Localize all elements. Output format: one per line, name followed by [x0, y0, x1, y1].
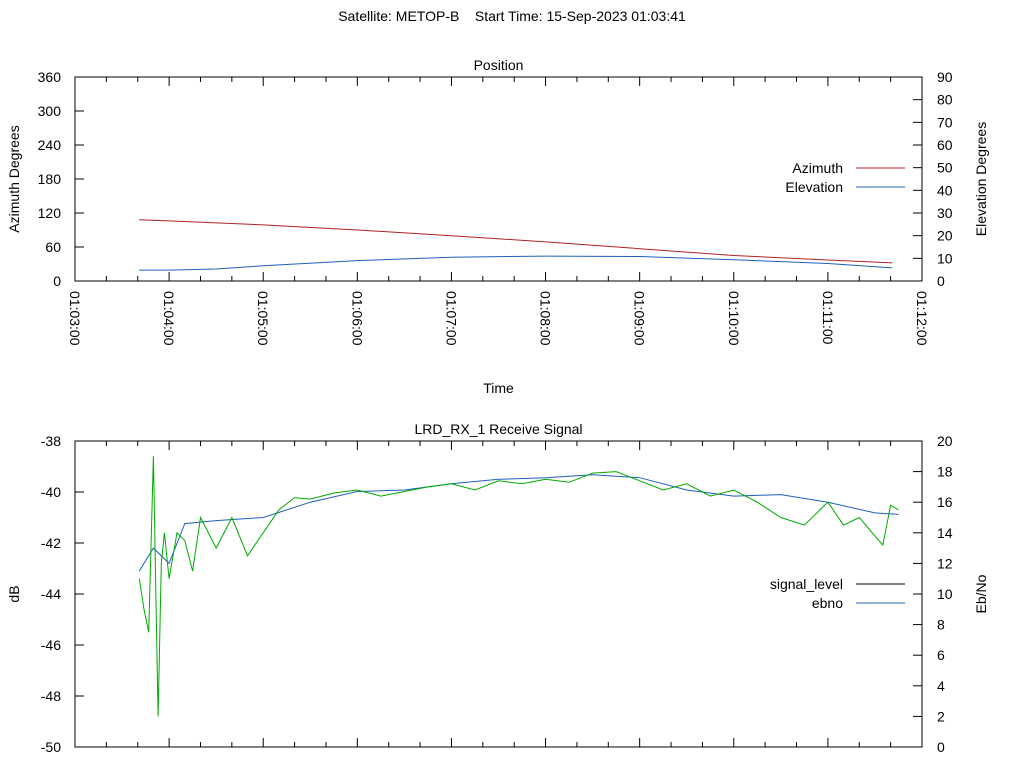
- y-axis-label: Azimuth Degrees: [6, 125, 22, 232]
- y-tick-label: -46: [41, 637, 61, 653]
- series-line: [139, 255, 893, 271]
- y2-tick-label: 0: [937, 273, 945, 289]
- chart-title: Position: [474, 57, 524, 73]
- y2-tick-label: 2: [937, 708, 945, 724]
- legend-label: Elevation: [785, 179, 843, 195]
- y2-tick-label: 10: [937, 586, 953, 602]
- y-tick-label: 120: [38, 205, 62, 221]
- y-tick-label: 240: [38, 137, 62, 153]
- y2-tick-label: 70: [937, 114, 953, 130]
- y2-tick-label: 80: [937, 92, 953, 108]
- y2-tick-label: 8: [937, 617, 945, 633]
- y-axis-label: dB: [6, 585, 22, 602]
- y2-tick-label: 40: [937, 182, 953, 198]
- legend-label: signal_level: [770, 576, 843, 592]
- y2-tick-label: 50: [937, 160, 953, 176]
- x-tick-label: 01:03:00: [67, 291, 83, 346]
- y-tick-label: -40: [41, 484, 61, 500]
- y2-tick-label: 90: [937, 69, 953, 85]
- y2-axis-label: Eb/No: [973, 574, 989, 613]
- y2-tick-label: 0: [937, 739, 945, 755]
- y-tick-label: 300: [38, 103, 62, 119]
- legend-label: ebno: [812, 595, 843, 611]
- y-tick-label: 60: [45, 239, 61, 255]
- y2-tick-label: 12: [937, 555, 953, 571]
- y2-tick-label: 60: [937, 137, 953, 153]
- y2-tick-label: 10: [937, 250, 953, 266]
- y2-tick-label: 20: [937, 433, 953, 449]
- y2-tick-label: 16: [937, 494, 953, 510]
- y2-axis-label: Elevation Degrees: [973, 122, 989, 236]
- series-line: [138, 456, 899, 717]
- y-tick-label: 360: [38, 69, 62, 85]
- y2-tick-label: 30: [937, 205, 953, 221]
- y2-tick-label: 6: [937, 647, 945, 663]
- x-tick-label: 01:12:00: [914, 291, 930, 346]
- x-tick-label: 01:10:00: [726, 291, 742, 346]
- x-tick-label: 01:11:00: [820, 291, 836, 345]
- y-tick-label: -50: [41, 739, 61, 755]
- y-tick-label: -48: [41, 688, 61, 704]
- plot-frame: [74, 440, 923, 748]
- x-tick-label: 01:08:00: [538, 291, 554, 346]
- y2-tick-label: 4: [937, 678, 945, 694]
- y-tick-label: -38: [41, 433, 61, 449]
- y2-tick-label: 20: [937, 228, 953, 244]
- x-tick-label: 01:06:00: [349, 291, 365, 346]
- chart-title: LRD_RX_1 Receive Signal: [414, 421, 582, 437]
- series-line: [139, 219, 893, 264]
- page-title: Satellite: METOP-B Start Time: 15-Sep-20…: [338, 8, 686, 24]
- legend-label: Azimuth: [792, 160, 843, 176]
- x-tick-label: 01:05:00: [255, 291, 271, 346]
- y-tick-label: 0: [53, 273, 61, 289]
- y2-tick-label: 14: [937, 525, 953, 541]
- y-tick-label: -42: [41, 535, 61, 551]
- y2-tick-label: 18: [937, 464, 953, 480]
- x-tick-label: 01:09:00: [632, 291, 648, 346]
- series-line: [138, 474, 899, 572]
- y-tick-label: -44: [41, 586, 61, 602]
- y-tick-label: 180: [38, 171, 62, 187]
- x-tick-label: 01:04:00: [161, 291, 177, 346]
- x-tick-label: 01:07:00: [443, 291, 459, 346]
- x-axis-label: Time: [483, 380, 514, 396]
